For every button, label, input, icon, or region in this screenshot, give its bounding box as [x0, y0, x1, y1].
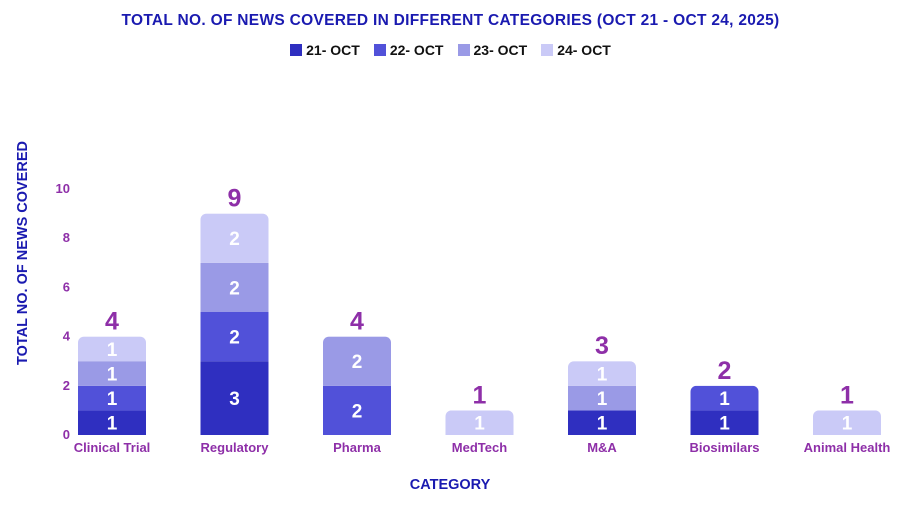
segment-label: 2	[229, 328, 240, 349]
segment-label: 1	[719, 389, 730, 410]
bar-segment	[813, 410, 881, 435]
legend-swatch-23-oct	[457, 44, 470, 56]
total-label: 4	[350, 308, 364, 336]
segment-label: 2	[229, 278, 240, 299]
legend-item-22-oct: 22- OCT	[373, 42, 444, 58]
legend-swatch-22-oct	[373, 44, 386, 56]
bar-group: 1 1 1 1 4 Clinical Trial	[74, 308, 151, 455]
total-label: 3	[595, 332, 609, 360]
y-axis-ticks: 0 2 4 6 8 10	[56, 181, 71, 442]
y-tick-label: 0	[63, 427, 70, 442]
segment-label: 1	[597, 365, 608, 386]
bar-segment	[568, 385, 636, 411]
category-label: Biosimilars	[689, 440, 759, 455]
bar-segment	[323, 385, 391, 435]
bar-segment	[78, 361, 146, 386]
legend-item-23-oct: 23- OCT	[457, 42, 528, 58]
x-axis-label: CATEGORY	[410, 477, 491, 493]
bar-group: 1 1 1 3 M&A	[568, 332, 636, 455]
bar-segment	[690, 385, 759, 411]
legend-label-21-oct: 21- OCT	[306, 42, 360, 58]
legend-swatch-21-oct	[290, 44, 303, 56]
legend-label-23-oct: 23- OCT	[473, 42, 528, 58]
bar-segment	[78, 385, 146, 411]
total-label: 4	[105, 308, 119, 336]
segment-label: 1	[474, 414, 485, 435]
segment-label: 1	[842, 414, 853, 435]
category-label: Regulatory	[201, 440, 270, 455]
bar-segment	[568, 361, 636, 386]
category-label: Clinical Trial	[74, 440, 151, 455]
segment-label: 1	[107, 389, 118, 410]
bar-segment	[200, 262, 269, 312]
legend-label-22-oct: 22- OCT	[389, 42, 444, 58]
total-label: 1	[473, 381, 487, 409]
bar-segment	[78, 336, 146, 362]
bar-group: 1 1 2 Biosimilars	[689, 357, 759, 455]
bar-segment	[568, 410, 636, 435]
bar-segment	[690, 410, 759, 435]
segment-label: 1	[597, 389, 608, 410]
legend-item-21-oct: 21- OCT	[290, 42, 360, 58]
segment-label: 1	[107, 340, 118, 361]
bar-segment	[445, 410, 514, 435]
chart-title: TOTAL NO. OF NEWS COVERED IN DIFFERENT C…	[121, 12, 780, 29]
y-tick-label: 6	[63, 279, 70, 294]
segment-label: 1	[107, 365, 118, 386]
bar-group: 3 2 2 2 9 Regulatory	[200, 185, 270, 455]
y-tick-label: 8	[63, 230, 70, 245]
bars: 1 1 1 1 4 Clinical Trial 3 2 2 2 9 Regulatory 2 2 4 Pha…	[74, 185, 891, 455]
bar-segment	[200, 312, 269, 362]
segment-label: 2	[229, 229, 240, 250]
segment-label: 1	[597, 414, 608, 435]
bar-group: 2 2 4 Pharma	[323, 308, 391, 455]
legend-item-24-oct: 24- OCT	[541, 42, 611, 58]
segment-label: 2	[352, 401, 363, 422]
category-label: M&A	[587, 440, 617, 455]
category-label: Pharma	[333, 440, 381, 455]
bar-segment	[323, 336, 391, 386]
segment-label: 3	[229, 389, 240, 410]
legend: 21- OCT 22- OCT 23- OCT 24- OCT	[0, 42, 901, 58]
bar-segment	[200, 361, 269, 435]
category-label: Animal Health	[804, 440, 891, 455]
y-tick-label: 2	[63, 378, 70, 393]
bar-segment	[78, 410, 146, 435]
legend-swatch-24-oct	[541, 44, 554, 56]
y-tick-label: 4	[63, 329, 71, 344]
total-label: 2	[718, 357, 732, 385]
segment-label: 1	[719, 414, 730, 435]
total-label: 1	[840, 381, 854, 409]
bar-segment	[200, 213, 269, 263]
category-label: MedTech	[452, 440, 507, 455]
segment-label: 2	[352, 352, 363, 373]
total-label: 9	[228, 185, 242, 213]
y-axis-label: TOTAL NO. OF NEWS COVERED	[15, 141, 31, 365]
bar-group: 1 1 Animal Health	[804, 381, 891, 455]
legend-label-24-oct: 24- OCT	[557, 42, 611, 58]
bar-group: 1 1 MedTech	[445, 381, 514, 455]
y-tick-label: 10	[56, 181, 70, 196]
segment-label: 1	[107, 414, 118, 435]
